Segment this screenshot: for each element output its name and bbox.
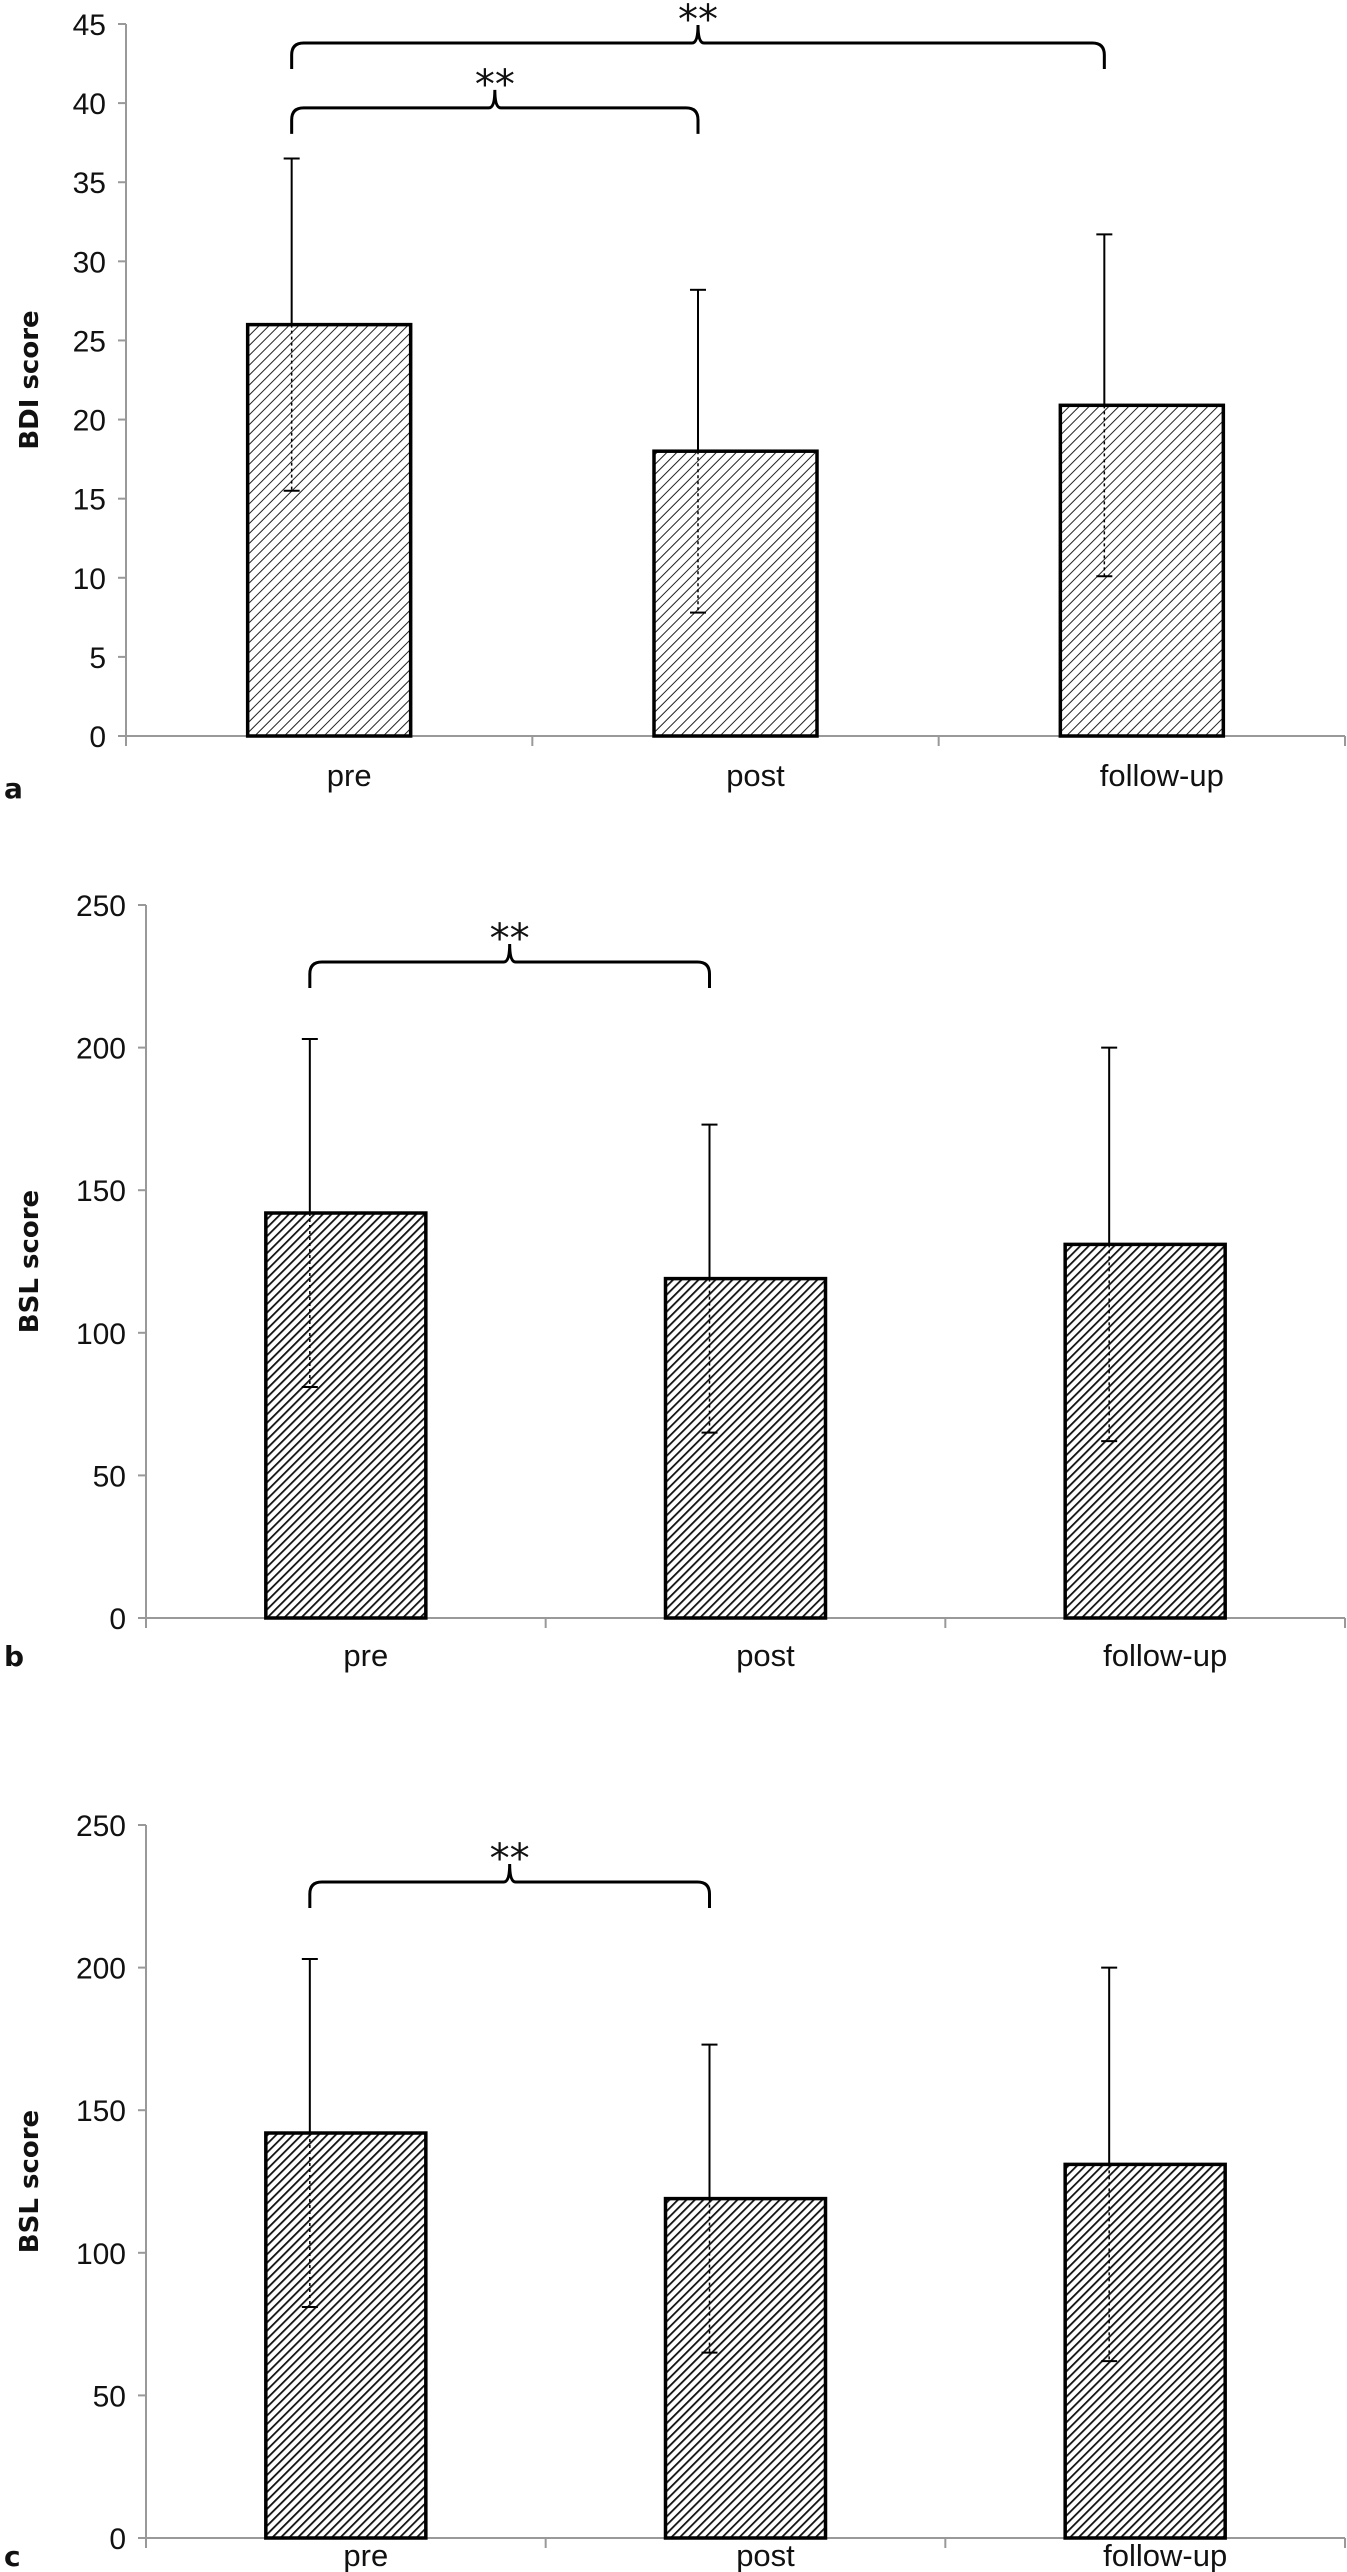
x-tick-label: pre bbox=[343, 1638, 388, 1673]
bar-post bbox=[663, 1276, 828, 1620]
x-tick-label: pre bbox=[327, 758, 372, 793]
x-tick-label: follow-up bbox=[1103, 1638, 1227, 1673]
y-tick-label: 200 bbox=[76, 1953, 126, 1986]
chart-panel-a: 0 5 10 15 20 25 30 35 40 45 BDI score a pre post follo… bbox=[4, 0, 1346, 805]
x-tick-label: follow-up bbox=[1103, 2538, 1227, 2572]
x-tick-label: pre bbox=[343, 2538, 388, 2572]
y-tick-label: 100 bbox=[76, 1318, 126, 1351]
significance-label: ** bbox=[678, 0, 718, 43]
bar-pre bbox=[264, 2131, 428, 2540]
chart-panel-b: 0 50 100 150 200 250 BSL score b pre post follow-u… bbox=[4, 890, 1346, 1673]
panel-label: c bbox=[4, 2540, 21, 2572]
y-tick-label: 15 bbox=[73, 484, 106, 517]
bar-pre bbox=[245, 322, 413, 738]
y-tick-label: 150 bbox=[76, 2095, 126, 2128]
y-tick-label: 20 bbox=[73, 405, 106, 438]
significance-label: ** bbox=[490, 1836, 530, 1882]
y-tick-label: 250 bbox=[76, 1810, 126, 1843]
y-tick-label: 50 bbox=[93, 1460, 126, 1493]
bar-post bbox=[652, 449, 819, 738]
y-axis-label: BSL score bbox=[15, 2110, 45, 2253]
y-tick-label: 150 bbox=[76, 1175, 126, 1208]
y-tick-label: 0 bbox=[89, 721, 106, 754]
y-tick-label: 35 bbox=[73, 167, 106, 200]
bar-follow-up bbox=[1063, 1242, 1227, 1620]
panel-label: a bbox=[4, 772, 23, 805]
x-tick-label: follow-up bbox=[1100, 758, 1224, 793]
panel-label: b bbox=[4, 1640, 24, 1673]
y-tick-label: 45 bbox=[73, 9, 106, 42]
y-tick-label: 40 bbox=[73, 88, 106, 121]
significance-label: ** bbox=[475, 62, 515, 108]
bar-pre bbox=[264, 1211, 428, 1620]
y-axis-label: BDI score bbox=[15, 310, 45, 449]
y-tick-label: 200 bbox=[76, 1033, 126, 1066]
significance-bracket bbox=[308, 944, 711, 989]
y-tick-label: 0 bbox=[109, 1603, 126, 1636]
y-tick-label: 5 bbox=[89, 642, 106, 675]
x-tick-label: post bbox=[726, 758, 785, 793]
y-tick-label: 50 bbox=[93, 2380, 126, 2413]
y-tick-label: 10 bbox=[73, 563, 106, 596]
y-axis-label: BSL score bbox=[15, 1190, 45, 1333]
y-tick-label: 25 bbox=[73, 325, 106, 358]
significance-bracket bbox=[290, 89, 700, 134]
chart-panel-c: 0 50 100 150 200 250 BSL score c pre post follow-u… bbox=[4, 1810, 1346, 2572]
bar-follow-up bbox=[1063, 2162, 1227, 2540]
y-tick-label: 0 bbox=[109, 2523, 126, 2556]
x-tick-label: post bbox=[736, 2538, 795, 2572]
y-tick-label: 30 bbox=[73, 246, 106, 279]
significance-bracket bbox=[308, 1864, 711, 1909]
significance-bracket bbox=[290, 24, 1106, 69]
y-tick-label: 100 bbox=[76, 2238, 126, 2271]
y-tick-label: 250 bbox=[76, 890, 126, 923]
bar-follow-up bbox=[1058, 403, 1226, 738]
x-tick-label: post bbox=[736, 1638, 795, 1673]
significance-label: ** bbox=[490, 916, 530, 962]
bar-post bbox=[663, 2196, 828, 2540]
